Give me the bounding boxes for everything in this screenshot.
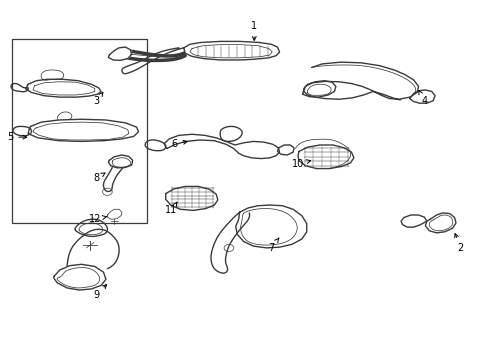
Text: 9: 9 <box>93 284 106 300</box>
Polygon shape <box>240 208 297 245</box>
Polygon shape <box>183 41 279 60</box>
Polygon shape <box>409 90 434 103</box>
Text: 5: 5 <box>7 132 27 142</box>
Polygon shape <box>425 213 455 233</box>
Text: 2: 2 <box>454 234 463 253</box>
Polygon shape <box>302 81 335 97</box>
Polygon shape <box>164 134 279 158</box>
Text: 8: 8 <box>93 173 105 183</box>
Bar <box>12 39 147 223</box>
Polygon shape <box>297 145 353 168</box>
Polygon shape <box>75 219 107 237</box>
Polygon shape <box>41 70 63 80</box>
Text: 3: 3 <box>93 92 102 107</box>
Polygon shape <box>108 155 132 168</box>
Polygon shape <box>57 267 100 288</box>
Text: 7: 7 <box>267 238 278 253</box>
Polygon shape <box>277 145 293 155</box>
Polygon shape <box>165 186 217 210</box>
Polygon shape <box>400 215 426 227</box>
Polygon shape <box>220 126 242 141</box>
Polygon shape <box>79 223 102 235</box>
Polygon shape <box>307 84 330 95</box>
Text: 10: 10 <box>291 159 310 169</box>
Text: 12: 12 <box>88 214 106 224</box>
Polygon shape <box>26 79 101 97</box>
Polygon shape <box>33 82 95 95</box>
Polygon shape <box>235 205 306 248</box>
Polygon shape <box>108 47 131 60</box>
Polygon shape <box>107 209 122 219</box>
Polygon shape <box>112 158 130 167</box>
Polygon shape <box>428 215 452 231</box>
Polygon shape <box>11 84 28 92</box>
Polygon shape <box>145 140 165 151</box>
Text: 4: 4 <box>418 90 427 107</box>
Polygon shape <box>33 122 128 140</box>
Text: 1: 1 <box>251 21 257 40</box>
Polygon shape <box>190 45 272 58</box>
Polygon shape <box>13 126 32 136</box>
Text: 6: 6 <box>171 139 187 149</box>
Polygon shape <box>54 264 106 290</box>
Text: 11: 11 <box>165 202 177 215</box>
Polygon shape <box>28 119 138 141</box>
